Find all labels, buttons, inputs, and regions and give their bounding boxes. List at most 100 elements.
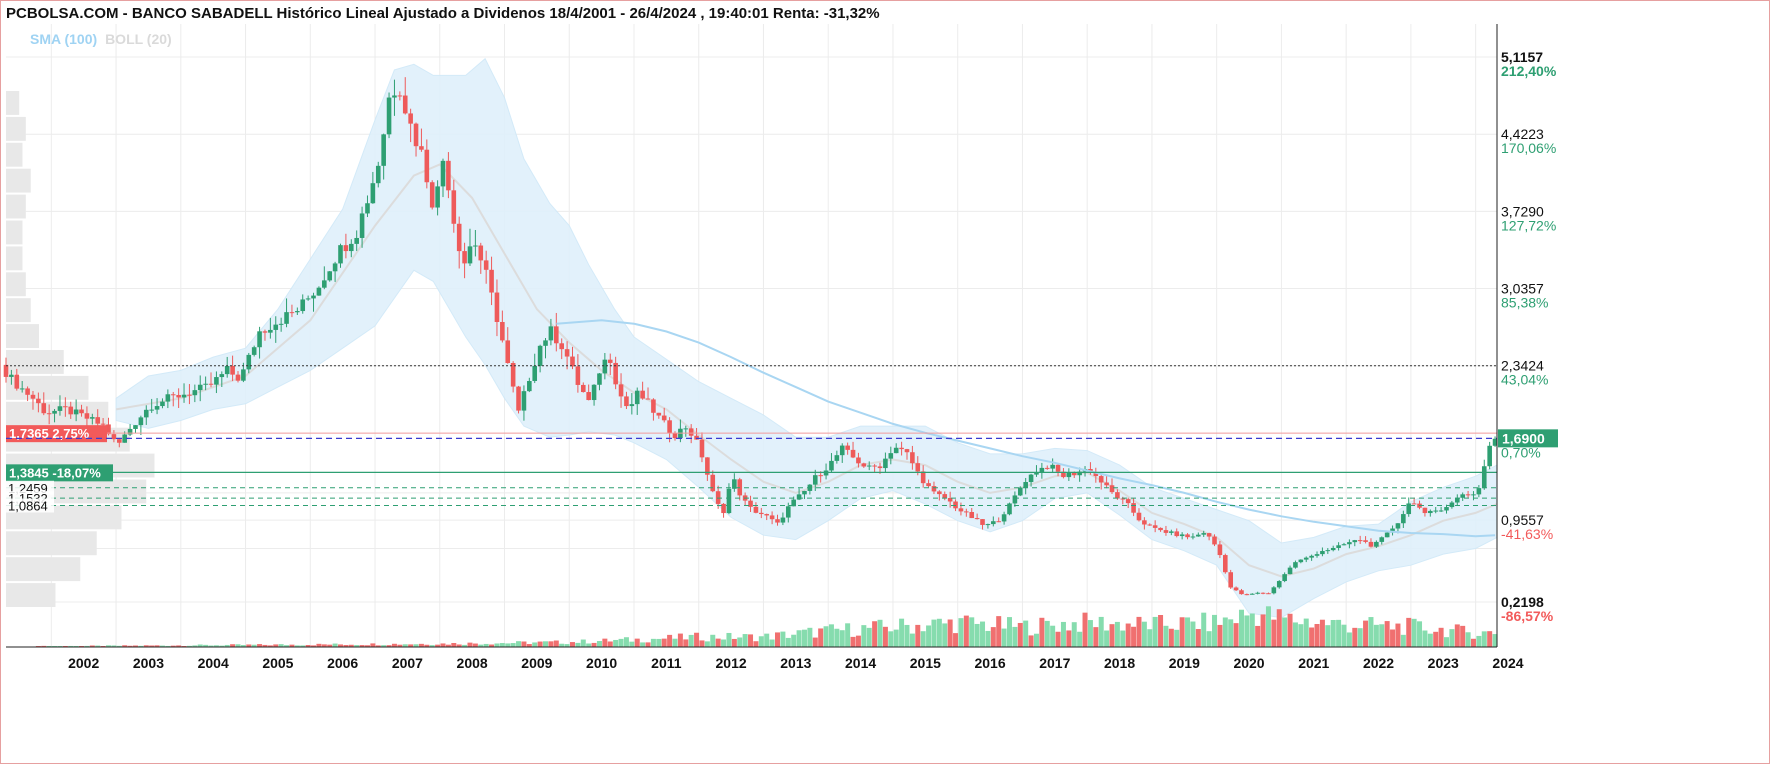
volume-bar bbox=[1384, 621, 1390, 647]
candle-body bbox=[30, 394, 36, 399]
volume-bar bbox=[623, 637, 629, 647]
candle-body bbox=[672, 433, 678, 439]
candle-body bbox=[866, 465, 872, 467]
candle-body bbox=[456, 223, 462, 252]
candle-body bbox=[462, 251, 467, 264]
candle-body bbox=[52, 410, 57, 414]
candle-body bbox=[564, 349, 570, 357]
candle-body bbox=[1460, 494, 1465, 498]
volume-bar bbox=[1147, 629, 1153, 647]
volume-bar bbox=[154, 645, 160, 647]
volume-bar bbox=[947, 619, 953, 647]
volume-bar bbox=[257, 644, 263, 647]
candle-body bbox=[41, 403, 47, 414]
volume-bar bbox=[219, 645, 225, 647]
candle-body bbox=[613, 362, 618, 385]
candle-body bbox=[127, 428, 133, 435]
x-axis-tick-label: 2014 bbox=[845, 655, 876, 671]
volume-bar bbox=[586, 643, 592, 647]
candle-body bbox=[1028, 474, 1034, 483]
volume-bar bbox=[661, 638, 667, 647]
candle-body bbox=[46, 413, 52, 415]
candle-body bbox=[705, 457, 710, 475]
volume-bar bbox=[1287, 613, 1293, 647]
candle-body bbox=[1201, 533, 1207, 535]
volume-bar bbox=[683, 639, 689, 647]
volume-bar bbox=[1336, 619, 1342, 647]
volume-bar bbox=[397, 644, 403, 647]
candle-body bbox=[548, 326, 554, 341]
candle-body bbox=[980, 519, 985, 525]
volume-bar bbox=[386, 645, 392, 647]
candle-body bbox=[1357, 540, 1363, 542]
candle-body bbox=[904, 449, 910, 453]
candle-body bbox=[181, 394, 187, 398]
candle-body bbox=[1061, 471, 1066, 478]
volume-bar bbox=[1217, 624, 1223, 647]
candle-body bbox=[559, 343, 564, 350]
volume-bar bbox=[240, 645, 246, 647]
candle-body bbox=[214, 377, 219, 385]
volume-profile-bar bbox=[6, 246, 23, 271]
volume-bar bbox=[278, 644, 284, 647]
candle-body bbox=[645, 398, 651, 400]
volume-bar bbox=[737, 637, 743, 647]
volume-bar bbox=[402, 644, 408, 647]
volume-bar bbox=[1379, 624, 1385, 647]
volume-bar bbox=[1071, 622, 1077, 647]
candle-body bbox=[1212, 536, 1217, 545]
volume-bar bbox=[1400, 634, 1406, 647]
candle-body bbox=[116, 439, 122, 443]
candle-body bbox=[688, 428, 694, 436]
volume-bar bbox=[1346, 632, 1352, 647]
volume-bar bbox=[170, 645, 176, 647]
candle-body bbox=[1255, 592, 1260, 594]
volume-bar bbox=[127, 645, 133, 647]
candle-body bbox=[893, 447, 899, 454]
volume-bar bbox=[1039, 617, 1045, 647]
candle-body bbox=[1293, 562, 1298, 568]
sma-legend-label[interactable]: SMA (100) bbox=[30, 31, 98, 47]
volume-bar bbox=[408, 644, 414, 647]
volume-bar bbox=[699, 640, 705, 647]
x-axis-tick-label: 2004 bbox=[198, 655, 229, 671]
candle-body bbox=[888, 453, 894, 459]
x-axis-tick-label: 2003 bbox=[133, 655, 164, 671]
volume-bar bbox=[974, 623, 980, 647]
candle-body bbox=[845, 445, 850, 450]
volume-bar bbox=[262, 644, 268, 647]
volume-bar bbox=[899, 618, 905, 647]
candle-body bbox=[106, 424, 111, 435]
candle-body bbox=[1007, 503, 1012, 515]
volume-bar bbox=[451, 642, 457, 647]
candle-body bbox=[424, 149, 430, 183]
volume-bar bbox=[462, 644, 468, 647]
volume-bar bbox=[159, 645, 165, 647]
candle-body bbox=[759, 512, 764, 515]
volume-bar bbox=[942, 623, 948, 647]
volume-bar bbox=[1255, 625, 1261, 647]
volume-bar bbox=[521, 641, 527, 647]
x-axis-tick-label: 2002 bbox=[68, 655, 99, 671]
boll-legend-label[interactable]: BOLL (20) bbox=[105, 31, 172, 47]
volume-bar bbox=[1373, 624, 1379, 647]
candle-body bbox=[947, 498, 953, 502]
indicator-legend: SMA (100) BOLL (20) bbox=[30, 31, 172, 47]
candle-body bbox=[629, 404, 635, 407]
candle-body bbox=[780, 517, 786, 523]
candle-body bbox=[1454, 497, 1460, 503]
candle-body bbox=[1384, 532, 1390, 538]
volume-bar bbox=[1212, 614, 1218, 647]
candle-body bbox=[683, 428, 689, 430]
volume-bar bbox=[985, 630, 991, 647]
volume-bar bbox=[1114, 621, 1120, 647]
candle-body bbox=[251, 347, 257, 355]
candle-body bbox=[1244, 594, 1250, 596]
candle-body bbox=[937, 491, 942, 495]
volume-profile-bar bbox=[6, 298, 31, 323]
volume-bar bbox=[89, 645, 95, 647]
volume-bar bbox=[1487, 631, 1493, 647]
volume-bar bbox=[1330, 619, 1336, 647]
volume-bar bbox=[273, 644, 279, 647]
